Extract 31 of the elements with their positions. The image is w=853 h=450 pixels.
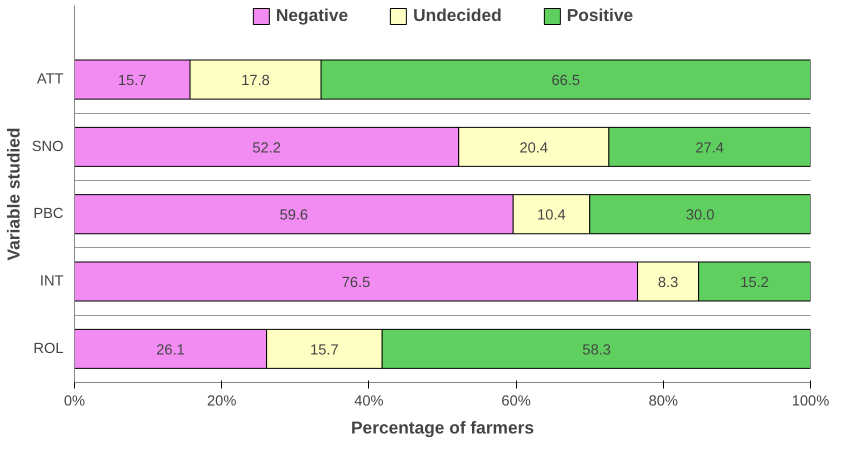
x-tick-label: 100% [792, 394, 830, 410]
data-label: 17.8 [241, 73, 270, 90]
x-axis-title: Percentage of farmers [351, 418, 534, 438]
legend-label: Undecided [413, 5, 502, 26]
legend-label: Negative [276, 5, 348, 26]
data-label: 15.7 [310, 342, 339, 358]
data-label: 59.6 [280, 208, 308, 224]
x-tick-label: 0% [64, 394, 86, 410]
y-axis-title: Variable studied [4, 128, 24, 260]
data-label: 52.2 [252, 140, 281, 156]
data-label: 58.3 [582, 342, 611, 358]
data-label: 20.4 [520, 140, 548, 156]
y-tick-label: ROL [33, 340, 64, 357]
data-label: 15.2 [740, 275, 769, 292]
x-tick-label: 40% [354, 394, 384, 410]
data-label: 27.4 [695, 140, 724, 156]
data-label: 15.7 [118, 73, 147, 90]
y-tick-label: PBC [33, 206, 64, 222]
x-tick-label: 60% [501, 394, 531, 410]
data-label: 8.3 [658, 275, 678, 292]
y-tick-label: ATT [36, 72, 64, 88]
data-label: 76.5 [342, 275, 370, 292]
data-label: 30.0 [686, 208, 714, 224]
data-label: 10.4 [537, 208, 566, 224]
y-tick-label: INT [40, 274, 64, 290]
legend-label: Positive [566, 5, 634, 26]
x-tick-label: 20% [207, 394, 236, 410]
data-label: 26.1 [156, 342, 185, 358]
y-tick-label: SNO [32, 138, 64, 155]
data-label: 66.5 [552, 73, 580, 90]
x-tick-label: 80% [648, 394, 678, 410]
